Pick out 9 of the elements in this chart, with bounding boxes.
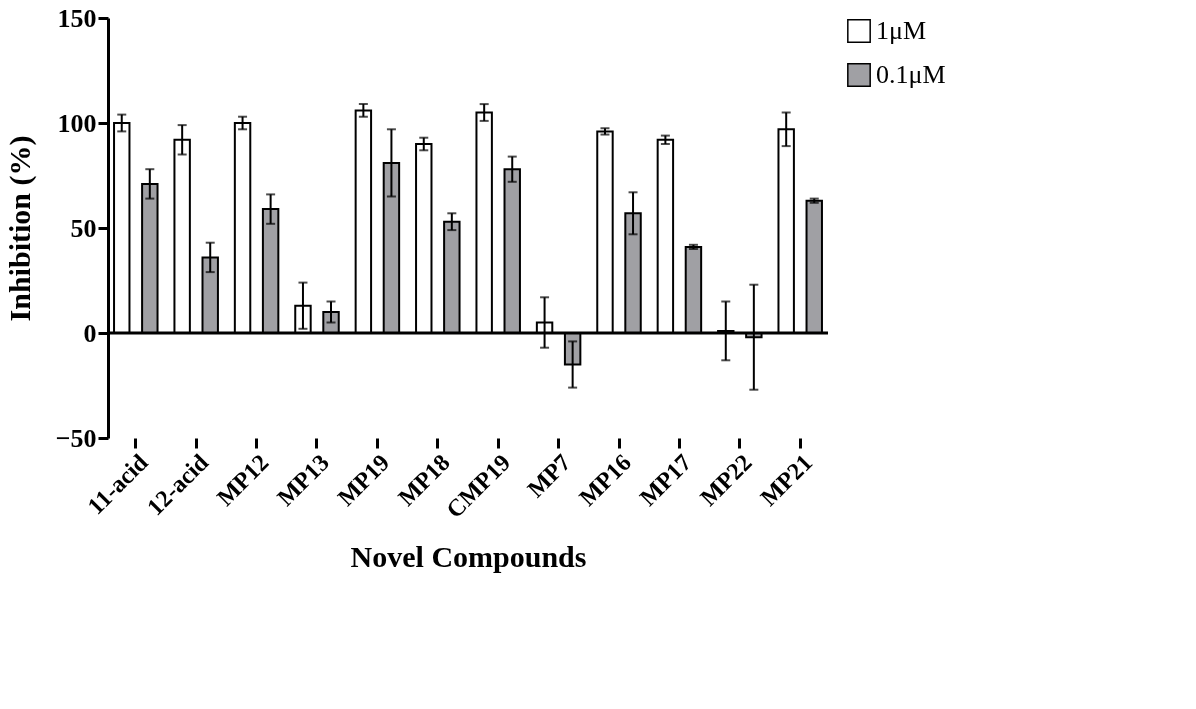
legend-label: 0.1μM	[876, 60, 946, 89]
y-tick-label: 0	[83, 318, 97, 348]
y-tick-label: 50	[70, 213, 97, 243]
y-tick-label: −50	[55, 423, 97, 453]
x-axis-title: Novel Compounds	[350, 540, 587, 574]
y-axis-title: Inhibition (%)	[2, 135, 37, 322]
legend-label: 1μM	[876, 16, 927, 45]
y-tick-label: 100	[57, 108, 97, 138]
y-tick-label: 150	[57, 3, 97, 33]
